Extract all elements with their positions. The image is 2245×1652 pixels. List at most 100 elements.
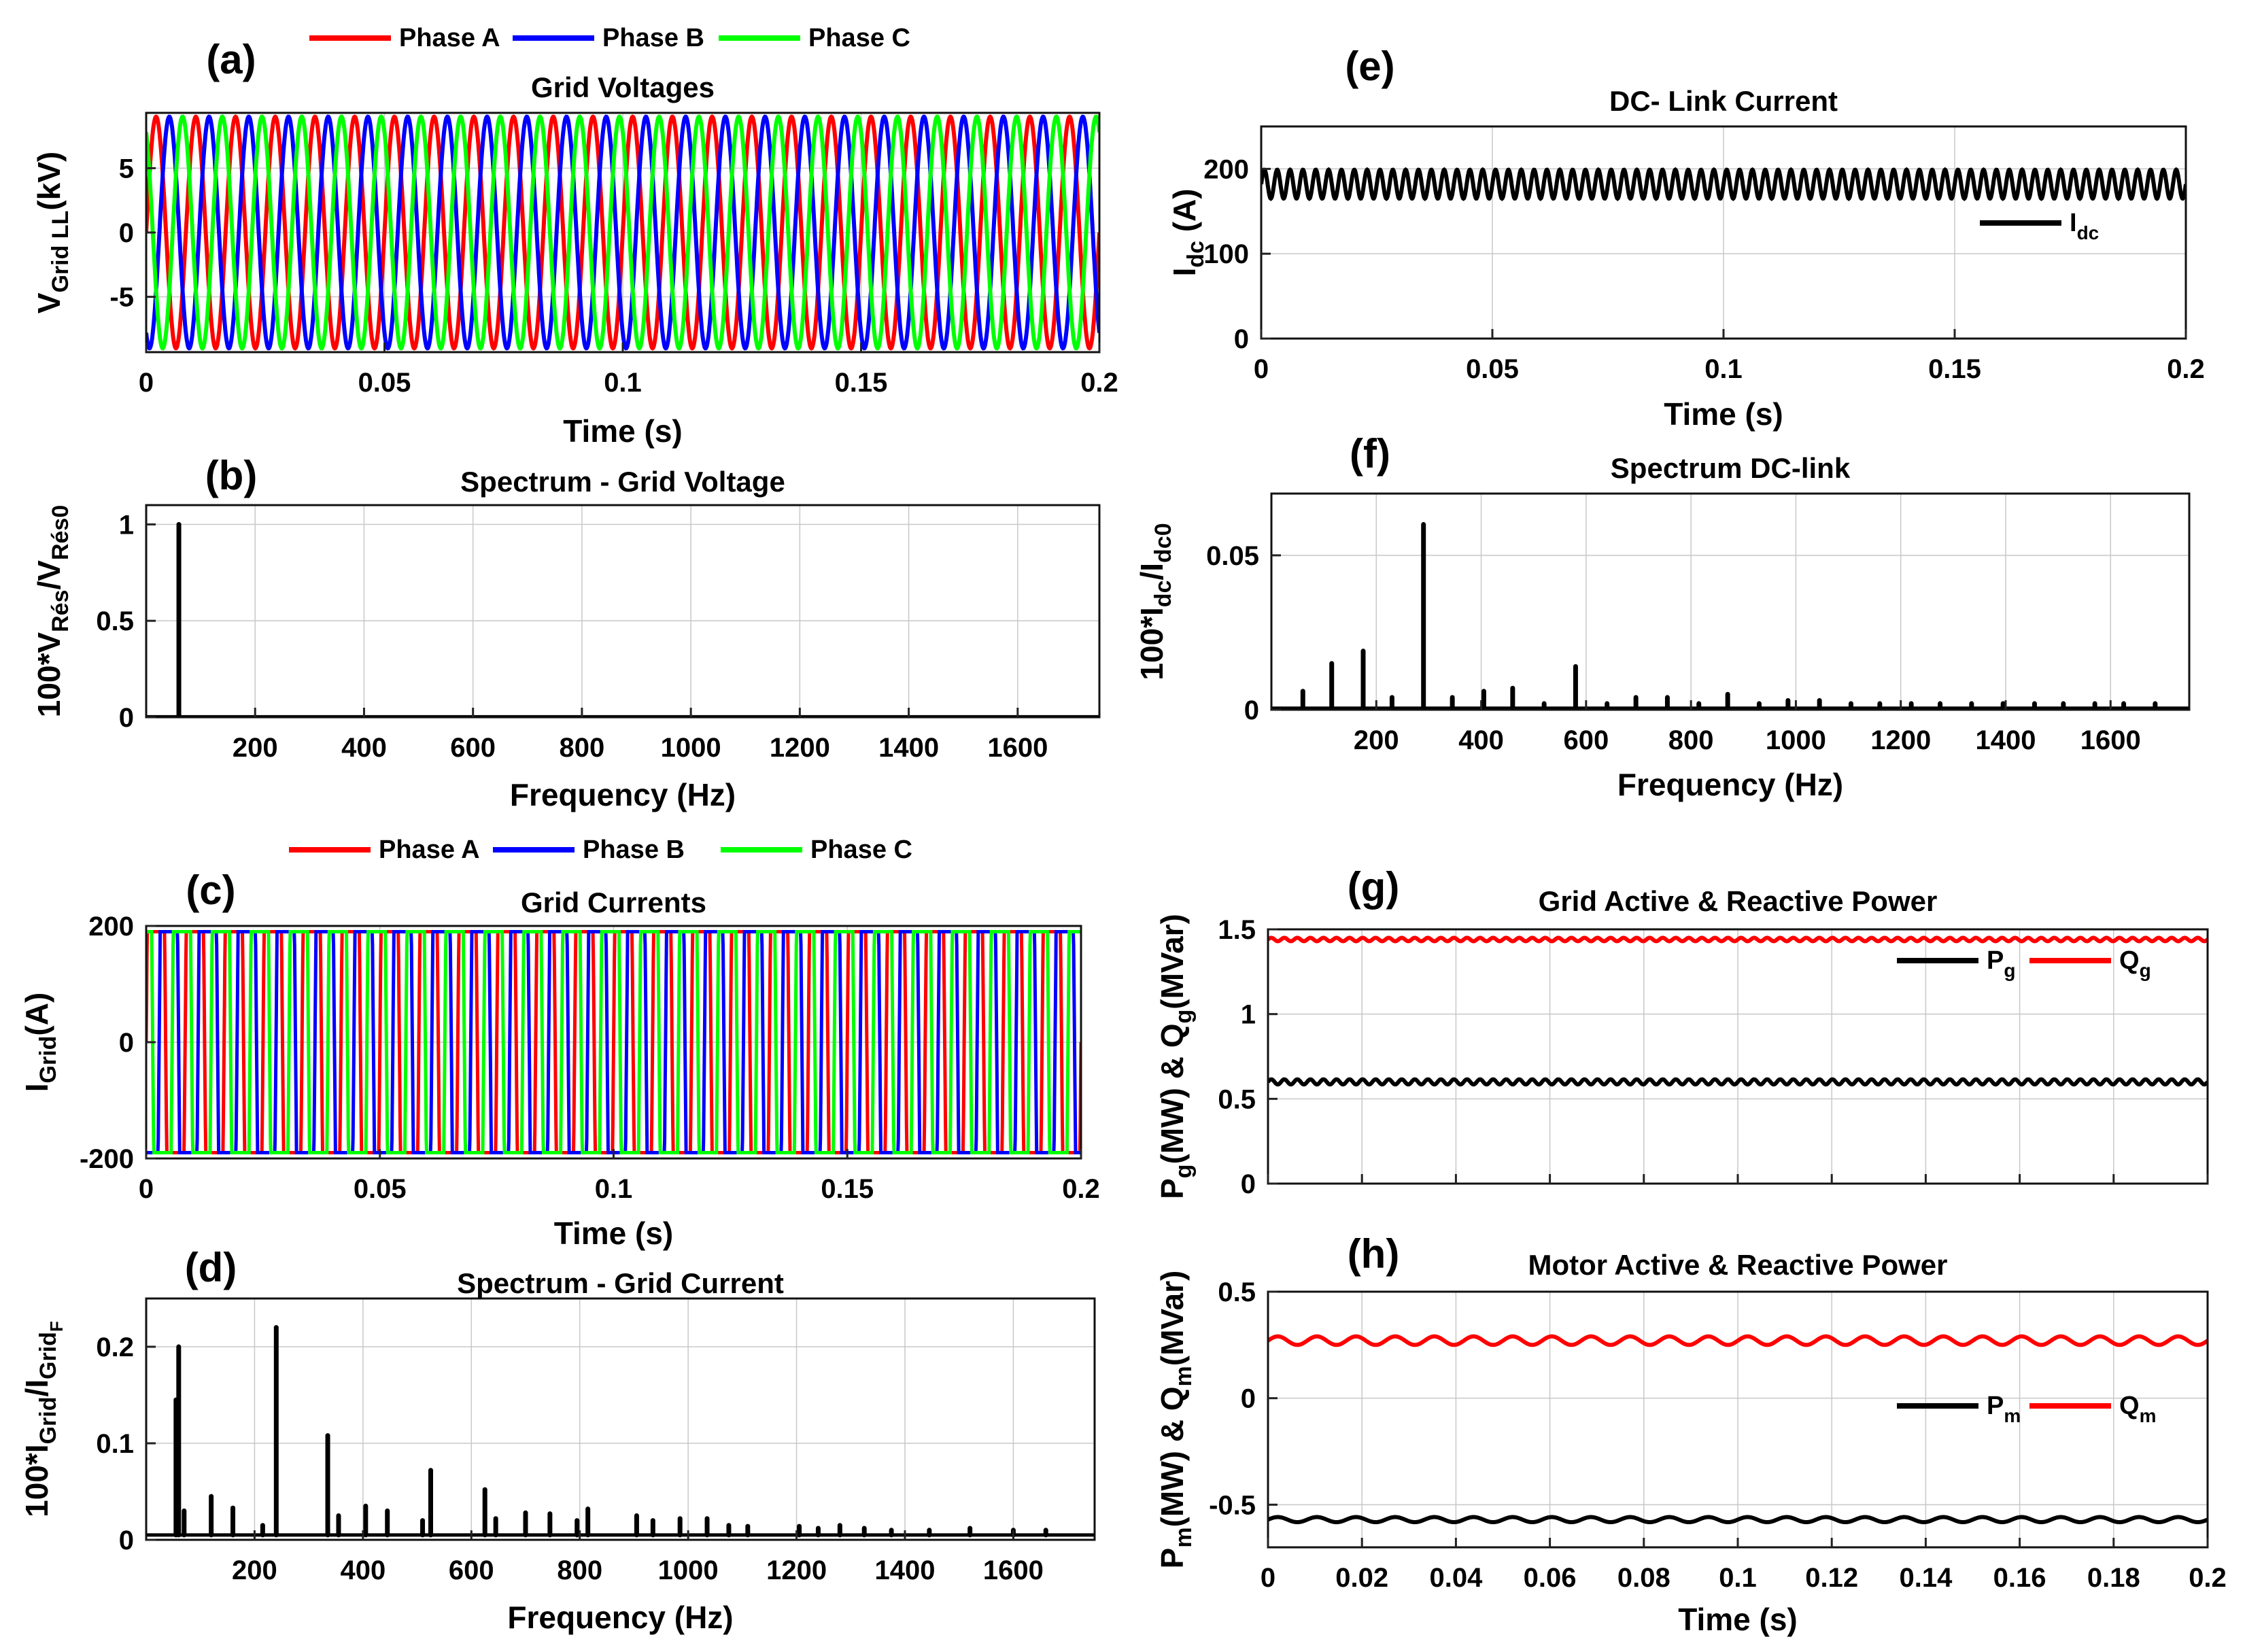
chart-title-a: Grid Voltages — [531, 71, 715, 103]
chart-title-d: Spectrum - Grid Current — [457, 1267, 784, 1299]
ylabel-tail-g: (MW) & Q — [1154, 1023, 1190, 1164]
ylabel-sub2-d: Grid — [35, 1332, 61, 1379]
legend-text-h-1: Q — [2119, 1392, 2140, 1420]
ytick-label-f-1: 0.05 — [1206, 541, 1259, 571]
ylabel-tail2-h: (MVar) — [1154, 1271, 1190, 1366]
chart-title-c: Grid Currents — [521, 887, 706, 918]
plot-area-f — [1271, 521, 2189, 710]
ylabel-tail2-g: (MVar) — [1154, 914, 1190, 1010]
ytick-label-e-0: 0 — [1234, 324, 1249, 354]
xtick-label-h-10: 0.2 — [2189, 1563, 2227, 1593]
xtick-label-a-0: 0 — [139, 368, 154, 398]
legend-e: Idc — [1980, 209, 2099, 243]
ylabel-tail-f: /I — [1134, 563, 1169, 581]
xtick-label-d-0: 200 — [232, 1555, 277, 1585]
ytick-label-e-1: 100 — [1203, 239, 1249, 269]
chart-e: 0 0.05 0.1 0.15 0.2 0 100 200 (e) DC- Link Curren… — [1167, 44, 2205, 432]
legend-label-a-2: Phase C — [808, 24, 910, 52]
ylabel-sub2-h: m — [1171, 1366, 1197, 1386]
ylabel-main-f: 100*I — [1134, 607, 1169, 680]
ylabel-main-b: 100*V — [31, 632, 67, 718]
ytick-label-a-0: -5 — [109, 283, 134, 313]
chart-title-b: Spectrum - Grid Voltage — [460, 466, 785, 498]
xtick-label-b-4: 1000 — [661, 733, 721, 763]
xlabel-c: Time (s) — [554, 1216, 674, 1251]
xtick-label-c-0: 0 — [139, 1174, 154, 1204]
series-a-phase-a — [146, 114, 1099, 351]
ylabel-sub-b: Rés — [48, 590, 73, 632]
chart-f: 200 400 600 800 1000 1200 1400 1600 0 0.05 (f) Spec… — [1134, 431, 2191, 802]
ylabel-sub2-g: g — [1171, 1010, 1197, 1024]
ytick-label-h-0: -0.5 — [1209, 1490, 1256, 1520]
legend-text-c-2: Phase C — [810, 836, 912, 864]
ylabel-sub-d: Grid — [35, 1397, 61, 1445]
xtick-label-c-2: 0.1 — [595, 1174, 633, 1204]
ylabel-sub3-d: F — [46, 1321, 67, 1332]
xtick-label-d-6: 1400 — [875, 1555, 936, 1585]
legend-label-h-0: Pm — [1987, 1392, 2021, 1426]
series-a-phase-b — [146, 114, 1099, 351]
xtick-label-d-2: 600 — [449, 1555, 494, 1585]
xtick-label-c-3: 0.15 — [821, 1174, 874, 1204]
axes-frame-d — [145, 1297, 1096, 1541]
ytick-label-a-1: 0 — [119, 218, 134, 248]
xtick-label-f-6: 1400 — [1976, 725, 2036, 755]
series-h-pm — [1268, 1515, 2208, 1524]
legend-text-a-2: Phase C — [808, 24, 910, 52]
legend-text-g-1: Q — [2119, 946, 2140, 975]
ylabel-tail-d: /I — [19, 1379, 54, 1397]
legend-a: Phase A Phase B Phase C — [309, 24, 910, 52]
ytick-label-f-0: 0 — [1244, 695, 1259, 725]
ylabel-d: 100*IGrid/IGridF — [19, 1321, 67, 1517]
xtick-label-d-4: 1000 — [658, 1555, 719, 1585]
plot-area-d — [146, 1325, 1095, 1538]
ytick-label-b-1: 0.5 — [96, 606, 134, 636]
ylabel-sub2-b: Rés0 — [48, 505, 73, 560]
axes-frame-f — [1270, 492, 2191, 711]
xtick-label-h-1: 0.02 — [1335, 1563, 1388, 1593]
ytick-label-b-0: 0 — [119, 703, 134, 733]
xtick-label-b-1: 400 — [341, 733, 387, 763]
ylabel-c: IGrid(A) — [19, 993, 61, 1092]
xtick-label-f-1: 400 — [1458, 725, 1504, 755]
xtick-label-b-6: 1400 — [878, 733, 939, 763]
panel-label-f: (f) — [1350, 431, 1390, 477]
xtick-label-b-7: 1600 — [987, 733, 1048, 763]
series-c-phase-c — [146, 930, 1081, 1154]
panel-label-a: (a) — [206, 37, 256, 82]
ytick-label-h-2: 0.5 — [1218, 1277, 1256, 1307]
xtick-label-h-7: 0.14 — [1899, 1563, 1953, 1593]
legend-sub-h-1: m — [2140, 1405, 2157, 1426]
xtick-label-c-1: 0.05 — [354, 1174, 407, 1204]
ytick-label-d-1: 0.1 — [96, 1429, 134, 1459]
xtick-label-d-1: 400 — [340, 1555, 385, 1585]
xtick-label-h-2: 0.04 — [1429, 1563, 1483, 1593]
ylabel-sub-e: dc — [1183, 241, 1209, 268]
ylabel-g: Pg(MW) & Qg(MVar) — [1154, 914, 1197, 1199]
panel-label-c: (c) — [186, 867, 235, 913]
ylabel-main-g: P — [1154, 1178, 1190, 1199]
xtick-label-f-3: 800 — [1668, 725, 1714, 755]
ylabel-sub-f: dc — [1150, 581, 1176, 608]
chart-b: 200 400 600 800 1000 1200 1400 1600 0 0.5 1 (b) Spec… — [31, 453, 1101, 812]
xtick-label-f-5: 1200 — [1870, 725, 1931, 755]
ytick-label-b-2: 1 — [119, 510, 134, 540]
ytick-label-c-0: -200 — [80, 1144, 134, 1174]
xtick-label-e-4: 0.2 — [2167, 354, 2205, 384]
ylabel-sub2-f: dc0 — [1150, 523, 1176, 563]
xtick-label-e-0: 0 — [1254, 354, 1269, 384]
xtick-label-d-3: 800 — [557, 1555, 602, 1585]
xtick-label-h-3: 0.06 — [1524, 1563, 1577, 1593]
ylabel-sub-h: m — [1171, 1527, 1197, 1547]
legend-label-h-1: Qm — [2119, 1392, 2156, 1426]
ytick-label-d-0: 0 — [119, 1526, 134, 1555]
xtick-label-h-4: 0.08 — [1617, 1563, 1670, 1593]
ytick-label-d-2: 0.2 — [96, 1332, 134, 1362]
legend-text-c-1: Phase B — [583, 836, 685, 864]
ylabel-a: VGrid LL(kV) — [31, 152, 73, 313]
xtick-label-h-6: 0.12 — [1805, 1563, 1858, 1593]
ylabel-tail-b: /V — [31, 560, 67, 590]
legend-text-g-0: P — [1987, 946, 2004, 975]
